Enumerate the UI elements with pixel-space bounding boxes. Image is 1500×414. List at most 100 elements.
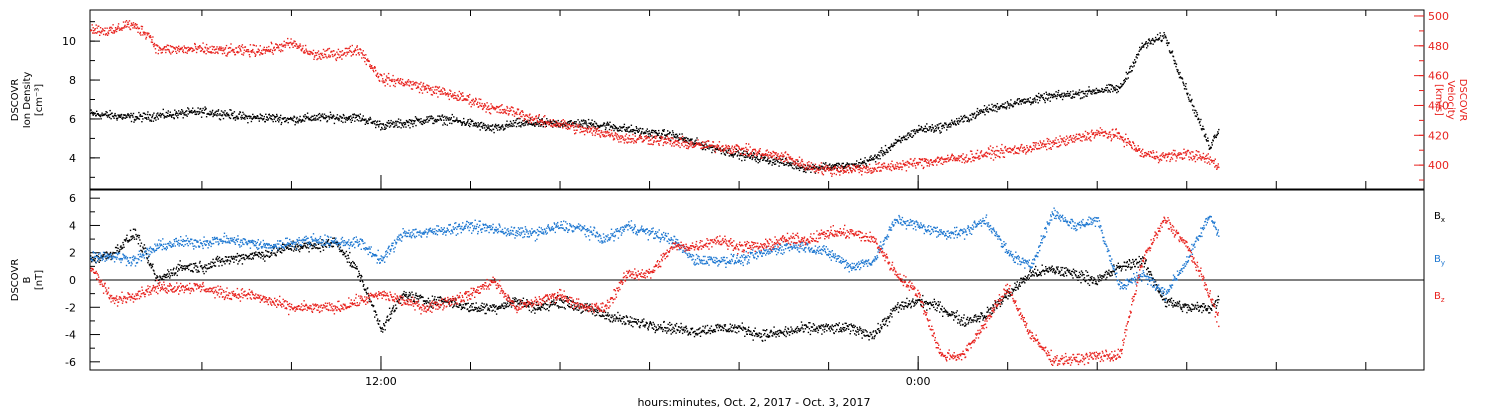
top-series-red-point <box>1025 149 1026 150</box>
top-series-red-point <box>595 132 596 133</box>
top-series-red-point <box>271 42 272 43</box>
top-series-black-point <box>137 117 138 118</box>
top-series-red-point <box>121 30 122 31</box>
top-series-red-point <box>518 109 519 110</box>
top-series-black-point <box>183 117 184 118</box>
top-series-red-point <box>1086 139 1087 140</box>
top-series-red-point <box>146 37 147 38</box>
top-series-red-point <box>362 52 363 53</box>
top-series-black-point <box>658 130 659 131</box>
top-series-black-point <box>1195 110 1196 111</box>
top-series-red-point <box>262 53 263 54</box>
top-series-red-point <box>1101 129 1102 130</box>
top-series-red-point <box>432 87 433 88</box>
top-series-red-point <box>616 137 617 138</box>
top-series-black-point <box>860 165 861 166</box>
top-series-red-point <box>795 162 796 163</box>
bottom-series-Bx-point <box>182 270 183 271</box>
top-left-tick-label: 10 <box>62 35 76 48</box>
top-series-black-point <box>1072 96 1073 97</box>
bottom-series-Bx-point <box>262 252 263 253</box>
top-series-red-point <box>176 53 177 54</box>
top-series-red-point <box>422 84 423 85</box>
top-series-black-point <box>953 124 954 125</box>
top-series-red-point <box>148 33 149 34</box>
top-series-red-point <box>730 151 731 152</box>
top-series-black-point <box>670 132 671 133</box>
top-series-red-point <box>289 47 290 48</box>
top-series-red-point <box>905 164 906 165</box>
top-series-red-point <box>864 172 865 173</box>
top-series-black-point <box>1050 101 1051 102</box>
top-series-black-point <box>1116 92 1117 93</box>
top-series-red-point <box>316 55 317 56</box>
top-series-red-point <box>1218 167 1219 168</box>
top-series-red-point <box>1053 144 1054 145</box>
top-series-black-point <box>186 114 187 115</box>
top-series-black-point <box>299 116 300 117</box>
top-series-red-point <box>136 24 137 25</box>
bottom-series-Bx-point <box>166 275 167 276</box>
top-series-black-point <box>1165 36 1166 37</box>
top-series-red-point <box>460 97 461 98</box>
top-series-black-point <box>221 110 222 111</box>
top-series-red-point <box>455 95 456 96</box>
top-series-red-point <box>528 117 529 118</box>
top-series-red-point <box>802 161 803 162</box>
top-series-red-point <box>152 36 153 37</box>
top-series-red-point <box>347 53 348 54</box>
top-series-red-point <box>1098 131 1099 132</box>
top-right-axis-label: DSCOVRVelocity[km/s] <box>1433 79 1468 122</box>
top-series-black-point <box>305 118 306 119</box>
top-series-red-point <box>295 45 296 46</box>
top-series-black-point <box>1197 114 1198 115</box>
top-series-red-point <box>357 45 358 46</box>
top-series-red-point <box>477 104 478 105</box>
top-series-red-point <box>1040 140 1041 141</box>
top-series-black-point <box>180 111 181 112</box>
top-series-red-point <box>869 164 870 165</box>
top-series-black-point <box>507 126 508 127</box>
top-series-black-point <box>1202 126 1203 127</box>
bottom-series-Bx-point <box>195 269 196 270</box>
top-series-red-point <box>860 170 861 171</box>
top-series-black-point <box>1131 65 1132 66</box>
top-series-black-point <box>175 113 176 114</box>
top-series-red-point <box>1066 136 1067 137</box>
top-series-black-point <box>638 129 639 130</box>
top-series-red-point <box>1214 166 1215 167</box>
top-series-red-point <box>1031 151 1032 152</box>
top-series-red-point <box>545 126 546 127</box>
top-series-black-point <box>497 129 498 130</box>
top-series-red-point <box>508 114 509 115</box>
top-series-red-point <box>1049 143 1050 144</box>
bottom-series-Bx-point <box>255 251 256 252</box>
top-series-red-point <box>288 44 289 45</box>
top-series-black-point <box>443 117 444 118</box>
top-series-black-point <box>113 118 114 119</box>
top-series-red-point <box>640 134 641 135</box>
bottom-series-Bx-point <box>185 268 186 269</box>
top-series-black-point <box>910 136 911 137</box>
top-series-red-point <box>638 138 639 139</box>
top-series-black-point <box>181 109 182 110</box>
top-series-red-point <box>1131 147 1132 148</box>
top-series-black-point <box>1167 45 1168 46</box>
top-series-black-point <box>624 124 625 125</box>
top-series-red-point <box>914 158 915 159</box>
top-series-red-point <box>703 147 704 148</box>
top-series-red-point <box>829 169 830 170</box>
top-series-black-point <box>304 114 305 115</box>
top-series-black-point <box>645 132 646 133</box>
top-series-red-point <box>340 51 341 52</box>
top-series-black-point <box>1152 38 1153 39</box>
top-series-black-point <box>106 115 107 116</box>
top-series-red-point <box>1123 140 1124 141</box>
top-series-black-point <box>985 108 986 109</box>
bottom-left-tick-label: 6 <box>69 192 76 205</box>
legend-item-sub: z <box>1441 296 1445 304</box>
top-series-red-point <box>361 57 362 58</box>
top-series-red-point <box>1207 158 1208 159</box>
top-series-red-point <box>356 47 357 48</box>
top-series-black-point <box>913 131 914 132</box>
